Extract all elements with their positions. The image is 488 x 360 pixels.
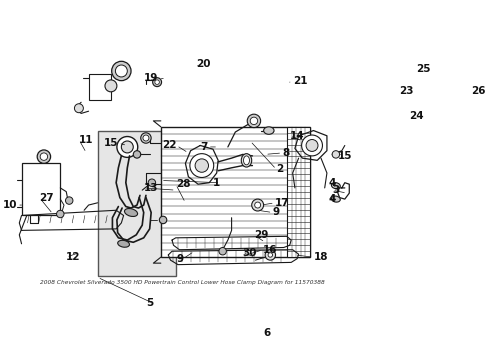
Circle shape <box>250 117 257 125</box>
Bar <box>161 127 309 257</box>
Circle shape <box>65 197 73 204</box>
Text: 28: 28 <box>175 179 190 189</box>
Bar <box>88 74 111 100</box>
Circle shape <box>105 80 117 92</box>
Text: 22: 22 <box>162 140 176 150</box>
Bar <box>287 127 309 257</box>
Circle shape <box>133 151 141 158</box>
Text: 13: 13 <box>143 183 158 193</box>
Text: 15: 15 <box>103 138 118 148</box>
Text: 9: 9 <box>272 207 279 217</box>
Circle shape <box>301 135 322 156</box>
Text: 15: 15 <box>337 151 351 161</box>
Circle shape <box>189 154 213 177</box>
Circle shape <box>148 179 155 186</box>
Circle shape <box>267 253 272 257</box>
Circle shape <box>331 151 339 158</box>
Text: 11: 11 <box>79 135 93 144</box>
Text: 9: 9 <box>176 254 183 264</box>
Text: 24: 24 <box>408 111 423 121</box>
Circle shape <box>57 210 64 218</box>
Text: 5: 5 <box>146 298 153 309</box>
Text: 20: 20 <box>195 59 210 68</box>
Text: 21: 21 <box>292 76 306 86</box>
Circle shape <box>141 133 151 143</box>
Circle shape <box>195 159 208 172</box>
Text: 12: 12 <box>66 252 81 262</box>
Text: 30: 30 <box>242 248 257 258</box>
Text: 19: 19 <box>144 73 158 84</box>
Text: 2: 2 <box>276 164 283 174</box>
Text: 14: 14 <box>289 131 304 141</box>
Text: 17: 17 <box>274 198 289 208</box>
Circle shape <box>159 216 166 224</box>
Bar <box>21 163 60 216</box>
Text: 8: 8 <box>282 148 289 158</box>
Circle shape <box>111 61 131 81</box>
Text: 25: 25 <box>415 64 430 74</box>
Text: 16: 16 <box>263 245 277 255</box>
Circle shape <box>251 199 263 211</box>
Text: 23: 23 <box>398 86 413 96</box>
Text: 6: 6 <box>263 328 269 338</box>
Circle shape <box>40 153 47 160</box>
Circle shape <box>247 114 260 127</box>
Ellipse shape <box>263 127 273 134</box>
Ellipse shape <box>243 156 249 165</box>
Circle shape <box>155 80 159 84</box>
Ellipse shape <box>331 196 340 202</box>
Text: 7: 7 <box>200 142 207 152</box>
Text: 27: 27 <box>40 193 54 203</box>
Text: 4: 4 <box>328 178 335 188</box>
Ellipse shape <box>331 183 340 189</box>
Text: 4: 4 <box>328 194 335 204</box>
Circle shape <box>121 141 133 153</box>
Ellipse shape <box>124 208 137 216</box>
Circle shape <box>142 135 149 141</box>
Text: 18: 18 <box>313 252 327 262</box>
Circle shape <box>74 104 83 113</box>
Circle shape <box>115 65 127 77</box>
Text: 10: 10 <box>2 200 17 210</box>
Ellipse shape <box>118 240 129 247</box>
Text: 26: 26 <box>470 86 485 96</box>
Text: 3: 3 <box>331 185 339 195</box>
Bar <box>97 131 175 276</box>
Text: 1: 1 <box>213 178 220 188</box>
Text: 2008 Chevrolet Silverado 3500 HD Powertrain Control Lower Hose Clamp Diagram for: 2008 Chevrolet Silverado 3500 HD Powertr… <box>41 280 325 285</box>
Circle shape <box>305 140 317 152</box>
Circle shape <box>37 150 50 163</box>
Circle shape <box>254 202 260 208</box>
Circle shape <box>219 248 226 255</box>
Ellipse shape <box>241 154 251 167</box>
Circle shape <box>117 136 138 157</box>
Text: 29: 29 <box>253 230 268 240</box>
Circle shape <box>152 78 161 87</box>
Circle shape <box>264 250 275 260</box>
